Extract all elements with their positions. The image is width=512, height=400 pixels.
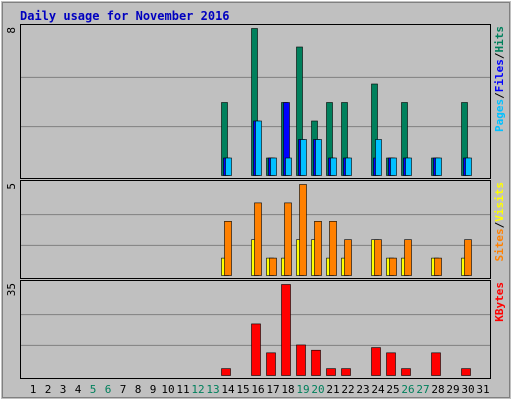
x-tick-label: 23 — [356, 383, 369, 396]
bar — [401, 368, 411, 376]
bar — [405, 157, 412, 176]
bar — [285, 157, 292, 176]
bar — [315, 139, 322, 176]
x-tick-label: 6 — [105, 383, 112, 396]
bar — [386, 352, 396, 376]
x-tick-label: 22 — [341, 383, 354, 396]
x-tick-label: 5 — [90, 383, 97, 396]
bar — [300, 139, 307, 176]
x-tick-label: 26 — [401, 383, 414, 396]
bar — [266, 352, 276, 376]
bar — [345, 157, 352, 176]
legend-entry: Pages — [493, 99, 506, 132]
x-tick-label: 17 — [266, 383, 279, 396]
bar — [254, 202, 262, 276]
x-tick-label: 9 — [150, 383, 157, 396]
bar — [221, 368, 231, 376]
x-tick-label: 27 — [416, 383, 429, 396]
x-tick-label: 16 — [251, 383, 264, 396]
legend: Sites/Visits — [493, 182, 506, 262]
x-tick-label: 12 — [191, 383, 204, 396]
bar — [464, 239, 472, 276]
x-tick-label: 10 — [161, 383, 174, 396]
bar — [431, 352, 441, 376]
x-tick-label: 13 — [206, 383, 219, 396]
legend: KBytes — [493, 282, 506, 322]
bar — [314, 221, 322, 276]
legend-separator: / — [493, 52, 506, 59]
legend-entry: Files — [493, 59, 506, 92]
x-tick-label: 20 — [311, 383, 324, 396]
legend-entry: Hits — [493, 26, 506, 53]
y-tick-label: 8 — [5, 27, 18, 34]
x-tick-label: 11 — [176, 383, 189, 396]
legend: Pages/Files/Hits — [493, 26, 506, 132]
x-tick-label: 28 — [431, 383, 444, 396]
x-tick-label: 7 — [120, 383, 127, 396]
x-tick-label: 29 — [446, 383, 459, 396]
x-tick-label: 30 — [461, 383, 474, 396]
bar — [374, 239, 382, 276]
x-tick-label: 4 — [75, 383, 82, 396]
x-tick-label: 14 — [221, 383, 235, 396]
bar — [284, 202, 292, 276]
x-tick-label: 21 — [326, 383, 339, 396]
bar — [329, 221, 337, 276]
bar — [465, 157, 472, 176]
bar — [434, 257, 442, 276]
bar — [251, 323, 261, 376]
bar — [375, 139, 382, 176]
chart-title: Daily usage for November 2016 — [20, 9, 230, 23]
x-tick-label: 8 — [135, 383, 142, 396]
y-tick-label: 5 — [5, 183, 18, 190]
bar — [330, 157, 337, 176]
bar — [225, 157, 232, 176]
bar — [269, 257, 277, 276]
bar — [224, 221, 232, 276]
x-tick-label: 24 — [371, 383, 385, 396]
x-tick-label: 25 — [386, 383, 399, 396]
y-tick-label: 35 — [5, 283, 18, 296]
legend-entry: Visits — [493, 182, 506, 222]
bar — [255, 120, 262, 176]
panel — [20, 180, 491, 279]
x-tick-label: 3 — [60, 383, 67, 396]
legend-separator: / — [493, 221, 506, 228]
panel — [20, 24, 491, 179]
legend-entry: Sites — [493, 228, 506, 261]
bar — [299, 184, 307, 276]
legend-separator: / — [493, 92, 506, 99]
bar — [461, 368, 471, 376]
x-tick-label: 1 — [30, 383, 37, 396]
panel — [20, 280, 491, 379]
bar — [390, 157, 397, 176]
bar — [435, 157, 442, 176]
bar — [326, 368, 336, 376]
bar — [341, 368, 351, 376]
x-tick-label: 31 — [476, 383, 489, 396]
bar — [296, 344, 306, 376]
bar — [404, 239, 412, 276]
x-tick-label: 18 — [281, 383, 294, 396]
x-tick-label: 19 — [296, 383, 309, 396]
bar — [270, 157, 277, 176]
bar — [311, 349, 321, 376]
x-tick-label: 2 — [45, 383, 52, 396]
bar — [344, 239, 352, 276]
bar — [371, 347, 381, 376]
x-tick-label: 15 — [236, 383, 249, 396]
bar — [281, 284, 291, 376]
legend-entry: KBytes — [493, 282, 506, 322]
bar — [389, 257, 397, 276]
